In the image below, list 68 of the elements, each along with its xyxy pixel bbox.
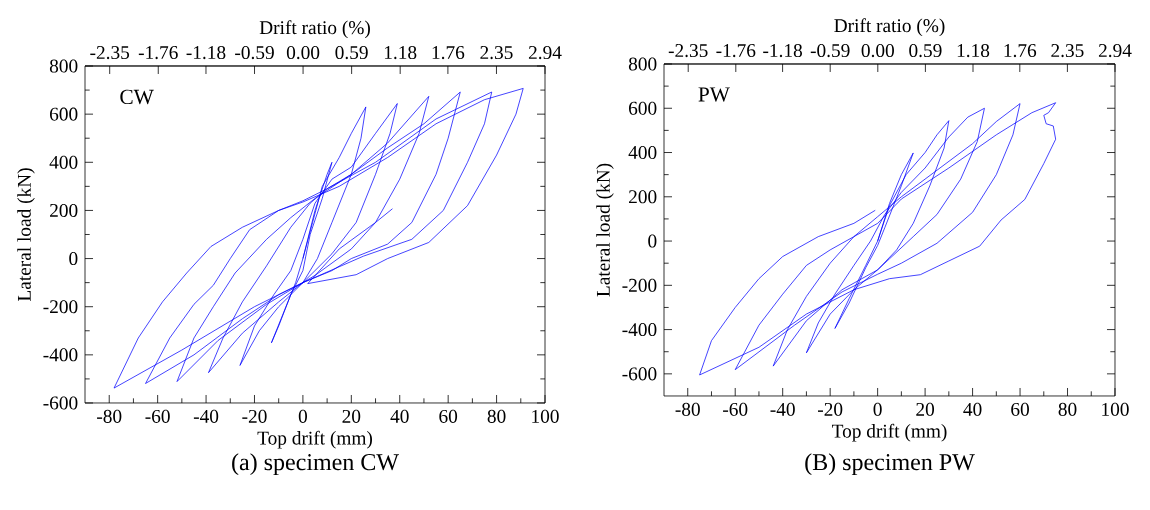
x-tick-label: 60 bbox=[1011, 402, 1029, 416]
x2-tick-label: -2.35 bbox=[668, 44, 708, 58]
x2-tick-label: -1.76 bbox=[138, 46, 178, 60]
x-tick-label: 100 bbox=[532, 409, 559, 423]
x-tick-label: 40 bbox=[963, 402, 982, 416]
x2-tick-label: 0.59 bbox=[335, 46, 368, 60]
y-tick-label: 800 bbox=[49, 59, 78, 73]
text: (a) specimen CW bbox=[232, 453, 399, 476]
y-tick-label: 0 bbox=[648, 234, 657, 248]
x-tick-label: -20 bbox=[817, 402, 843, 416]
y-tick-label: -400 bbox=[43, 348, 78, 362]
x2-tick-label: 1.18 bbox=[957, 44, 990, 58]
x-tick-label: 100 bbox=[1102, 402, 1129, 416]
x-tick-label: -40 bbox=[193, 409, 219, 423]
x-tick-label: 80 bbox=[1058, 402, 1077, 416]
x2-tick-label: 0.00 bbox=[286, 46, 320, 60]
x2-tick-label: 1.76 bbox=[1004, 44, 1037, 58]
y-tick-label: -400 bbox=[622, 323, 657, 337]
x-tick-label: 20 bbox=[916, 402, 935, 416]
x2-tick-label: 2.94 bbox=[528, 46, 562, 60]
y-tick-label: 600 bbox=[50, 107, 78, 121]
y-tick-label: 200 bbox=[629, 190, 657, 204]
x-tick-label: -80 bbox=[97, 409, 122, 423]
x2-tick-label: 2.35 bbox=[480, 46, 513, 60]
x2-tick-label: -0.59 bbox=[235, 46, 274, 60]
y-axis-title: Lateral load (kN) bbox=[17, 168, 35, 302]
x2-tick-label: 2.35 bbox=[1051, 44, 1084, 58]
x-tick-label: 20 bbox=[342, 409, 361, 423]
x-axis-title: Top drift (mm) bbox=[257, 430, 373, 449]
y-tick-label: 800 bbox=[628, 57, 657, 71]
x-tick-label: 40 bbox=[390, 409, 409, 423]
x-tick-label: -60 bbox=[723, 402, 748, 416]
x2-tick-label: -1.76 bbox=[716, 44, 756, 58]
annotation: PW bbox=[698, 87, 730, 102]
x2-tick-label: 1.76 bbox=[432, 46, 465, 60]
x-axis-title: Top drift (mm) bbox=[832, 423, 947, 442]
x2-tick-label: -0.59 bbox=[810, 44, 850, 58]
x-tick-label: -20 bbox=[242, 409, 267, 423]
x2-tick-label: 1.18 bbox=[384, 46, 417, 60]
y-tick-label: -600 bbox=[43, 396, 78, 410]
y-axis-title: Lateral load (kN) bbox=[596, 163, 614, 297]
x2-tick-label: 0.59 bbox=[909, 44, 942, 58]
y-tick-label: -200 bbox=[622, 278, 657, 292]
x2-axis-title: Drift ratio (%) bbox=[259, 20, 370, 39]
y-tick-label: -600 bbox=[622, 367, 657, 381]
text: (B) specimen PW bbox=[805, 453, 975, 476]
y-tick-label: 0 bbox=[69, 252, 78, 266]
x-tick-label: -80 bbox=[675, 402, 700, 416]
annotation: CW bbox=[120, 89, 154, 105]
x2-tick-label: -2.35 bbox=[90, 46, 130, 60]
x-tick-label: -40 bbox=[770, 402, 795, 416]
x2-tick-label: -1.18 bbox=[186, 46, 226, 60]
x-tick-label: 0 bbox=[873, 402, 882, 416]
y-tick-label: -200 bbox=[43, 300, 78, 314]
x-tick-label: 60 bbox=[439, 409, 458, 423]
x2-axis-title: Drift ratio (%) bbox=[834, 18, 945, 37]
x2-tick-label: 2.94 bbox=[1098, 44, 1132, 58]
line-series bbox=[699, 102, 1057, 376]
x-tick-label: -60 bbox=[145, 409, 170, 423]
x2-tick-label: 0.00 bbox=[861, 44, 894, 58]
y-tick-label: 400 bbox=[628, 146, 657, 160]
y-tick-label: 400 bbox=[49, 155, 78, 169]
x-tick-label: 0 bbox=[298, 409, 307, 423]
x-tick-label: 80 bbox=[487, 409, 506, 423]
y-tick-label: 600 bbox=[629, 101, 657, 115]
line-series bbox=[113, 88, 524, 389]
x2-tick-label: -1.18 bbox=[763, 44, 802, 58]
y-tick-label: 200 bbox=[50, 203, 78, 217]
